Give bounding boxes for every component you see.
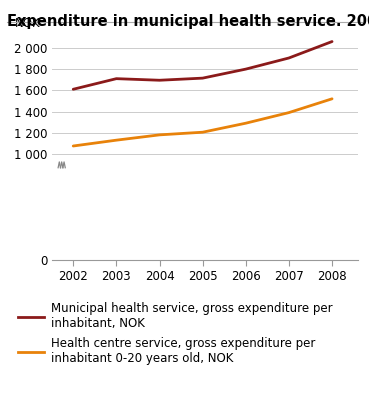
Legend: Municipal health service, gross expenditure per
inhabitant, NOK, Health centre s: Municipal health service, gross expendit…: [18, 302, 332, 366]
Text: Expenditure in municipal health service. 2002-2008: Expenditure in municipal health service.…: [7, 14, 369, 29]
Text: NOK: NOK: [15, 17, 41, 30]
